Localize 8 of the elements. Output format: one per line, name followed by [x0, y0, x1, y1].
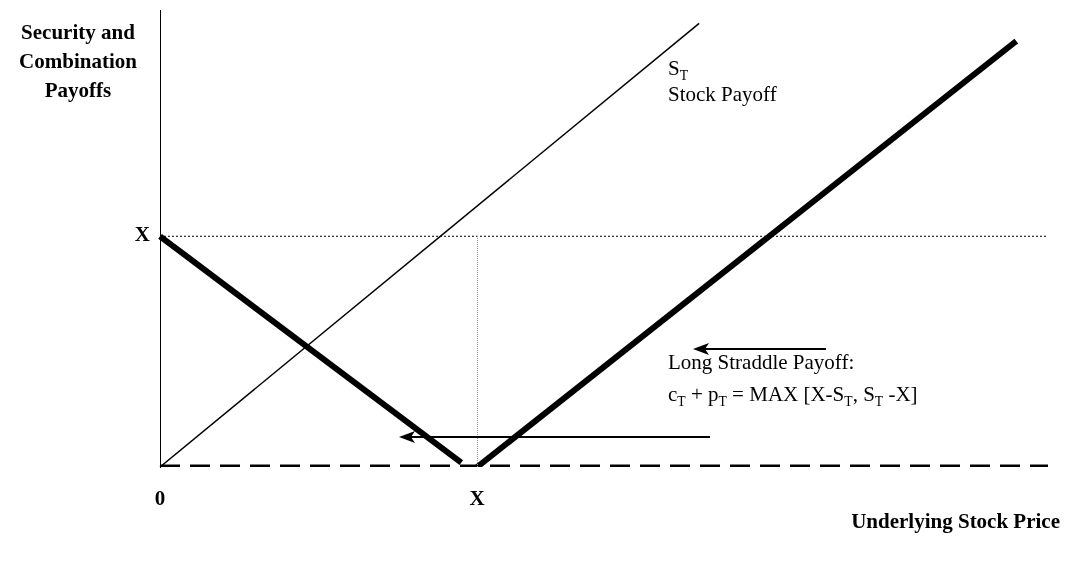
- annotation: Stock Payoff: [668, 82, 777, 106]
- annotation: S$_{T}$: [668, 56, 689, 84]
- annotation: Long Straddle Payoff:: [668, 350, 855, 374]
- x-tick-label: 0: [154, 486, 166, 511]
- x-axis-title: Underlying Stock Price: [851, 509, 1060, 533]
- text: X: [134, 222, 150, 246]
- text: c$_{T}$ + p$_{T}$ = MAX [X-S$_{T}$, S$_{T}$ -X]: [668, 382, 918, 410]
- y-axis-title: Security and Combination Payoffs: [18, 19, 138, 104]
